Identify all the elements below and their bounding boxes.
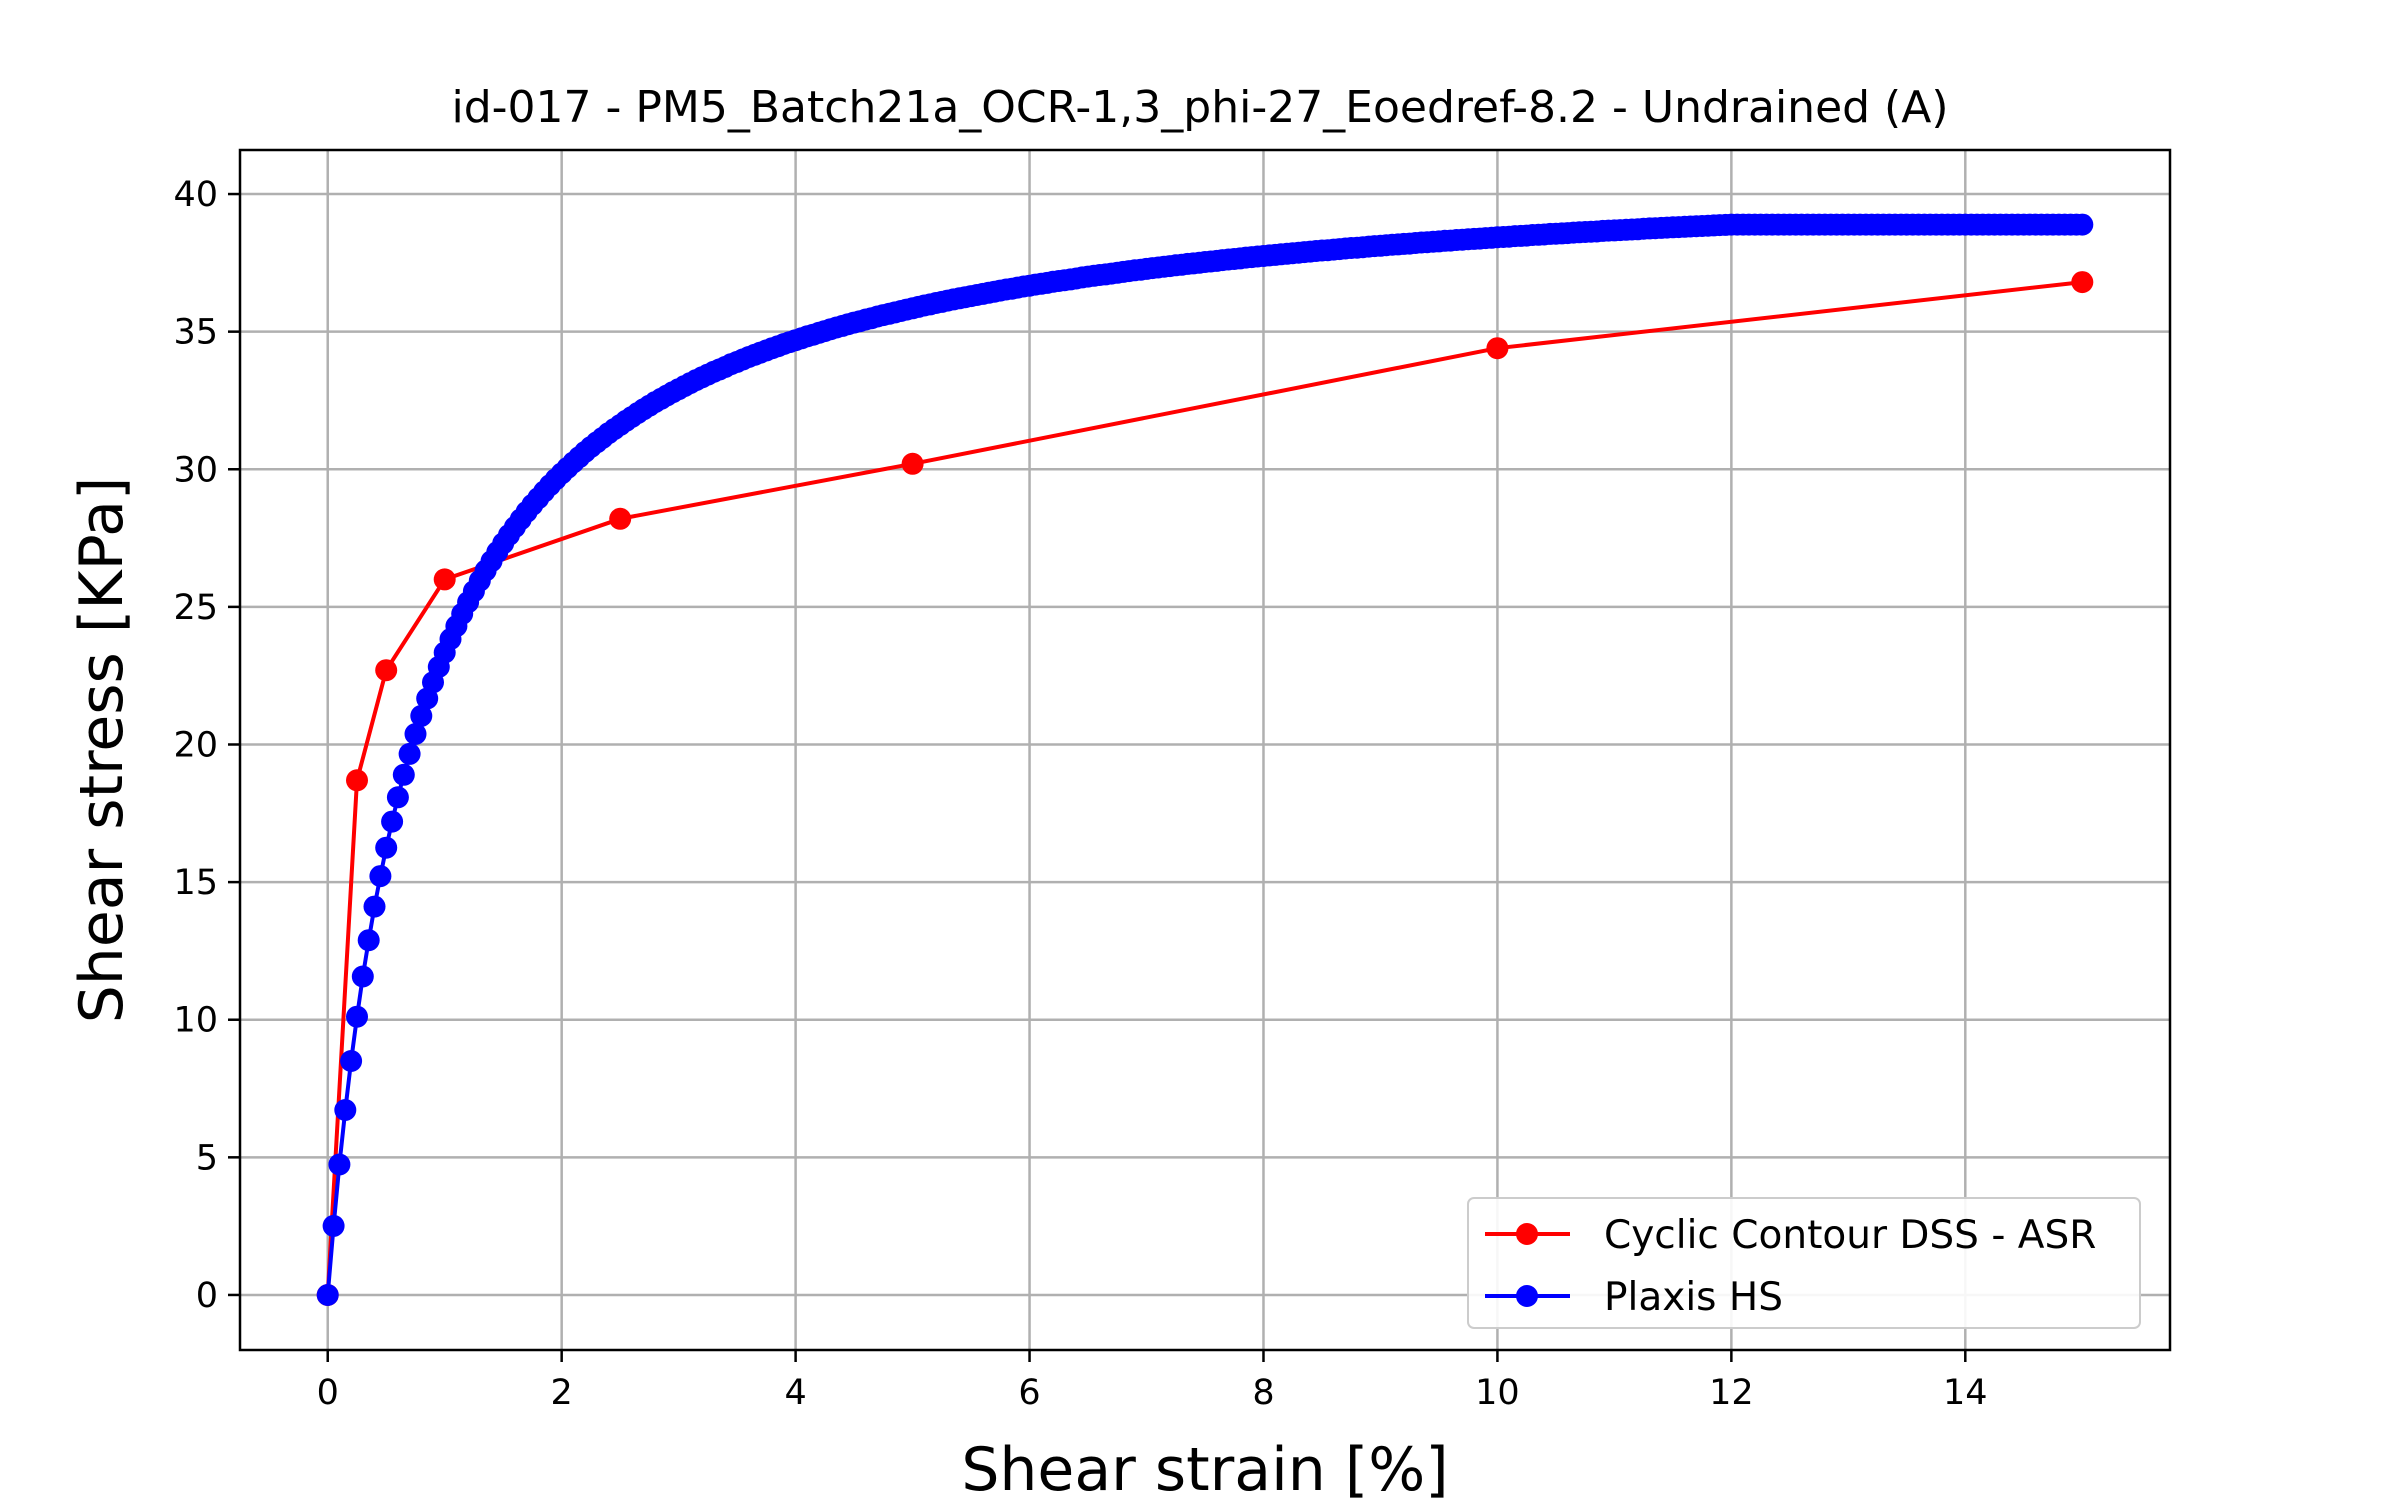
data-point: [346, 1005, 368, 1028]
data-point: [357, 929, 380, 952]
data-point: [386, 786, 409, 809]
x-tick-label: 12: [1709, 1373, 1754, 1413]
x-tick-label: 0: [317, 1373, 339, 1413]
data-point: [2071, 271, 2094, 294]
data-point: [316, 1284, 339, 1306]
data-point: [410, 704, 433, 727]
data-point: [369, 865, 392, 888]
series-layer: [316, 213, 2094, 1306]
data-point: [381, 810, 404, 833]
data-point: [334, 1099, 357, 1121]
series-plaxis-hs: [316, 213, 2094, 1306]
data-point: [609, 507, 632, 530]
y-tick-label: 5: [196, 1138, 218, 1178]
legend-label-plaxis-hs: Plaxis HS: [1604, 1275, 1783, 1320]
data-point: [375, 659, 398, 682]
x-tick-label: 2: [551, 1373, 573, 1413]
legend-marker-cyclic-contour: [1516, 1223, 1538, 1245]
x-tick-label: 14: [1943, 1373, 1988, 1413]
data-point: [433, 568, 456, 591]
x-tick-label: 8: [1252, 1373, 1274, 1413]
y-axis-title: Shear stress [KPa]: [67, 477, 137, 1024]
y-tick-label: 15: [173, 863, 218, 903]
data-point: [2071, 213, 2094, 236]
data-point: [328, 1153, 351, 1176]
data-point: [322, 1214, 345, 1237]
data-point: [404, 723, 427, 745]
x-tick-label: 4: [784, 1373, 806, 1413]
y-tick-label: 40: [173, 175, 218, 215]
y-tick-label: 20: [173, 725, 218, 765]
y-tick-label: 35: [173, 313, 218, 353]
legend-label-cyclic-contour: Cyclic Contour DSS - ASR: [1604, 1213, 2096, 1258]
y-axis-ticks: 0 5 10 15 20 25 30 35 40: [173, 175, 240, 1316]
y-tick-label: 10: [173, 1001, 218, 1041]
legend: Cyclic Contour DSS - ASR Plaxis HS: [1467, 1197, 2141, 1329]
x-tick-label: 6: [1018, 1373, 1040, 1413]
legend-box: [1467, 1197, 2141, 1329]
legend-marker-plaxis-hs: [1516, 1285, 1538, 1307]
y-tick-label: 0: [196, 1276, 218, 1316]
data-point: [375, 836, 398, 859]
data-point: [1486, 337, 1509, 360]
data-point: [346, 769, 368, 792]
x-axis-ticks: 0 2 4 6 8 10 12 14: [317, 1350, 1988, 1413]
data-point: [340, 1050, 363, 1072]
series-line: [325, 280, 2083, 1296]
data-point: [901, 452, 924, 475]
y-tick-label: 30: [173, 450, 218, 490]
data-point: [392, 763, 415, 786]
chart-title: id-017 - PM5_Batch21a_OCR-1,3_phi-27_Eoe…: [452, 82, 1949, 133]
data-point: [351, 965, 374, 988]
data-point: [398, 742, 421, 765]
y-tick-label: 25: [173, 588, 218, 628]
x-tick-label: 10: [1475, 1373, 1520, 1413]
plot-frame: [238, 148, 2172, 1352]
data-point: [363, 895, 386, 918]
x-axis-title: Shear strain [%]: [961, 1435, 1448, 1500]
